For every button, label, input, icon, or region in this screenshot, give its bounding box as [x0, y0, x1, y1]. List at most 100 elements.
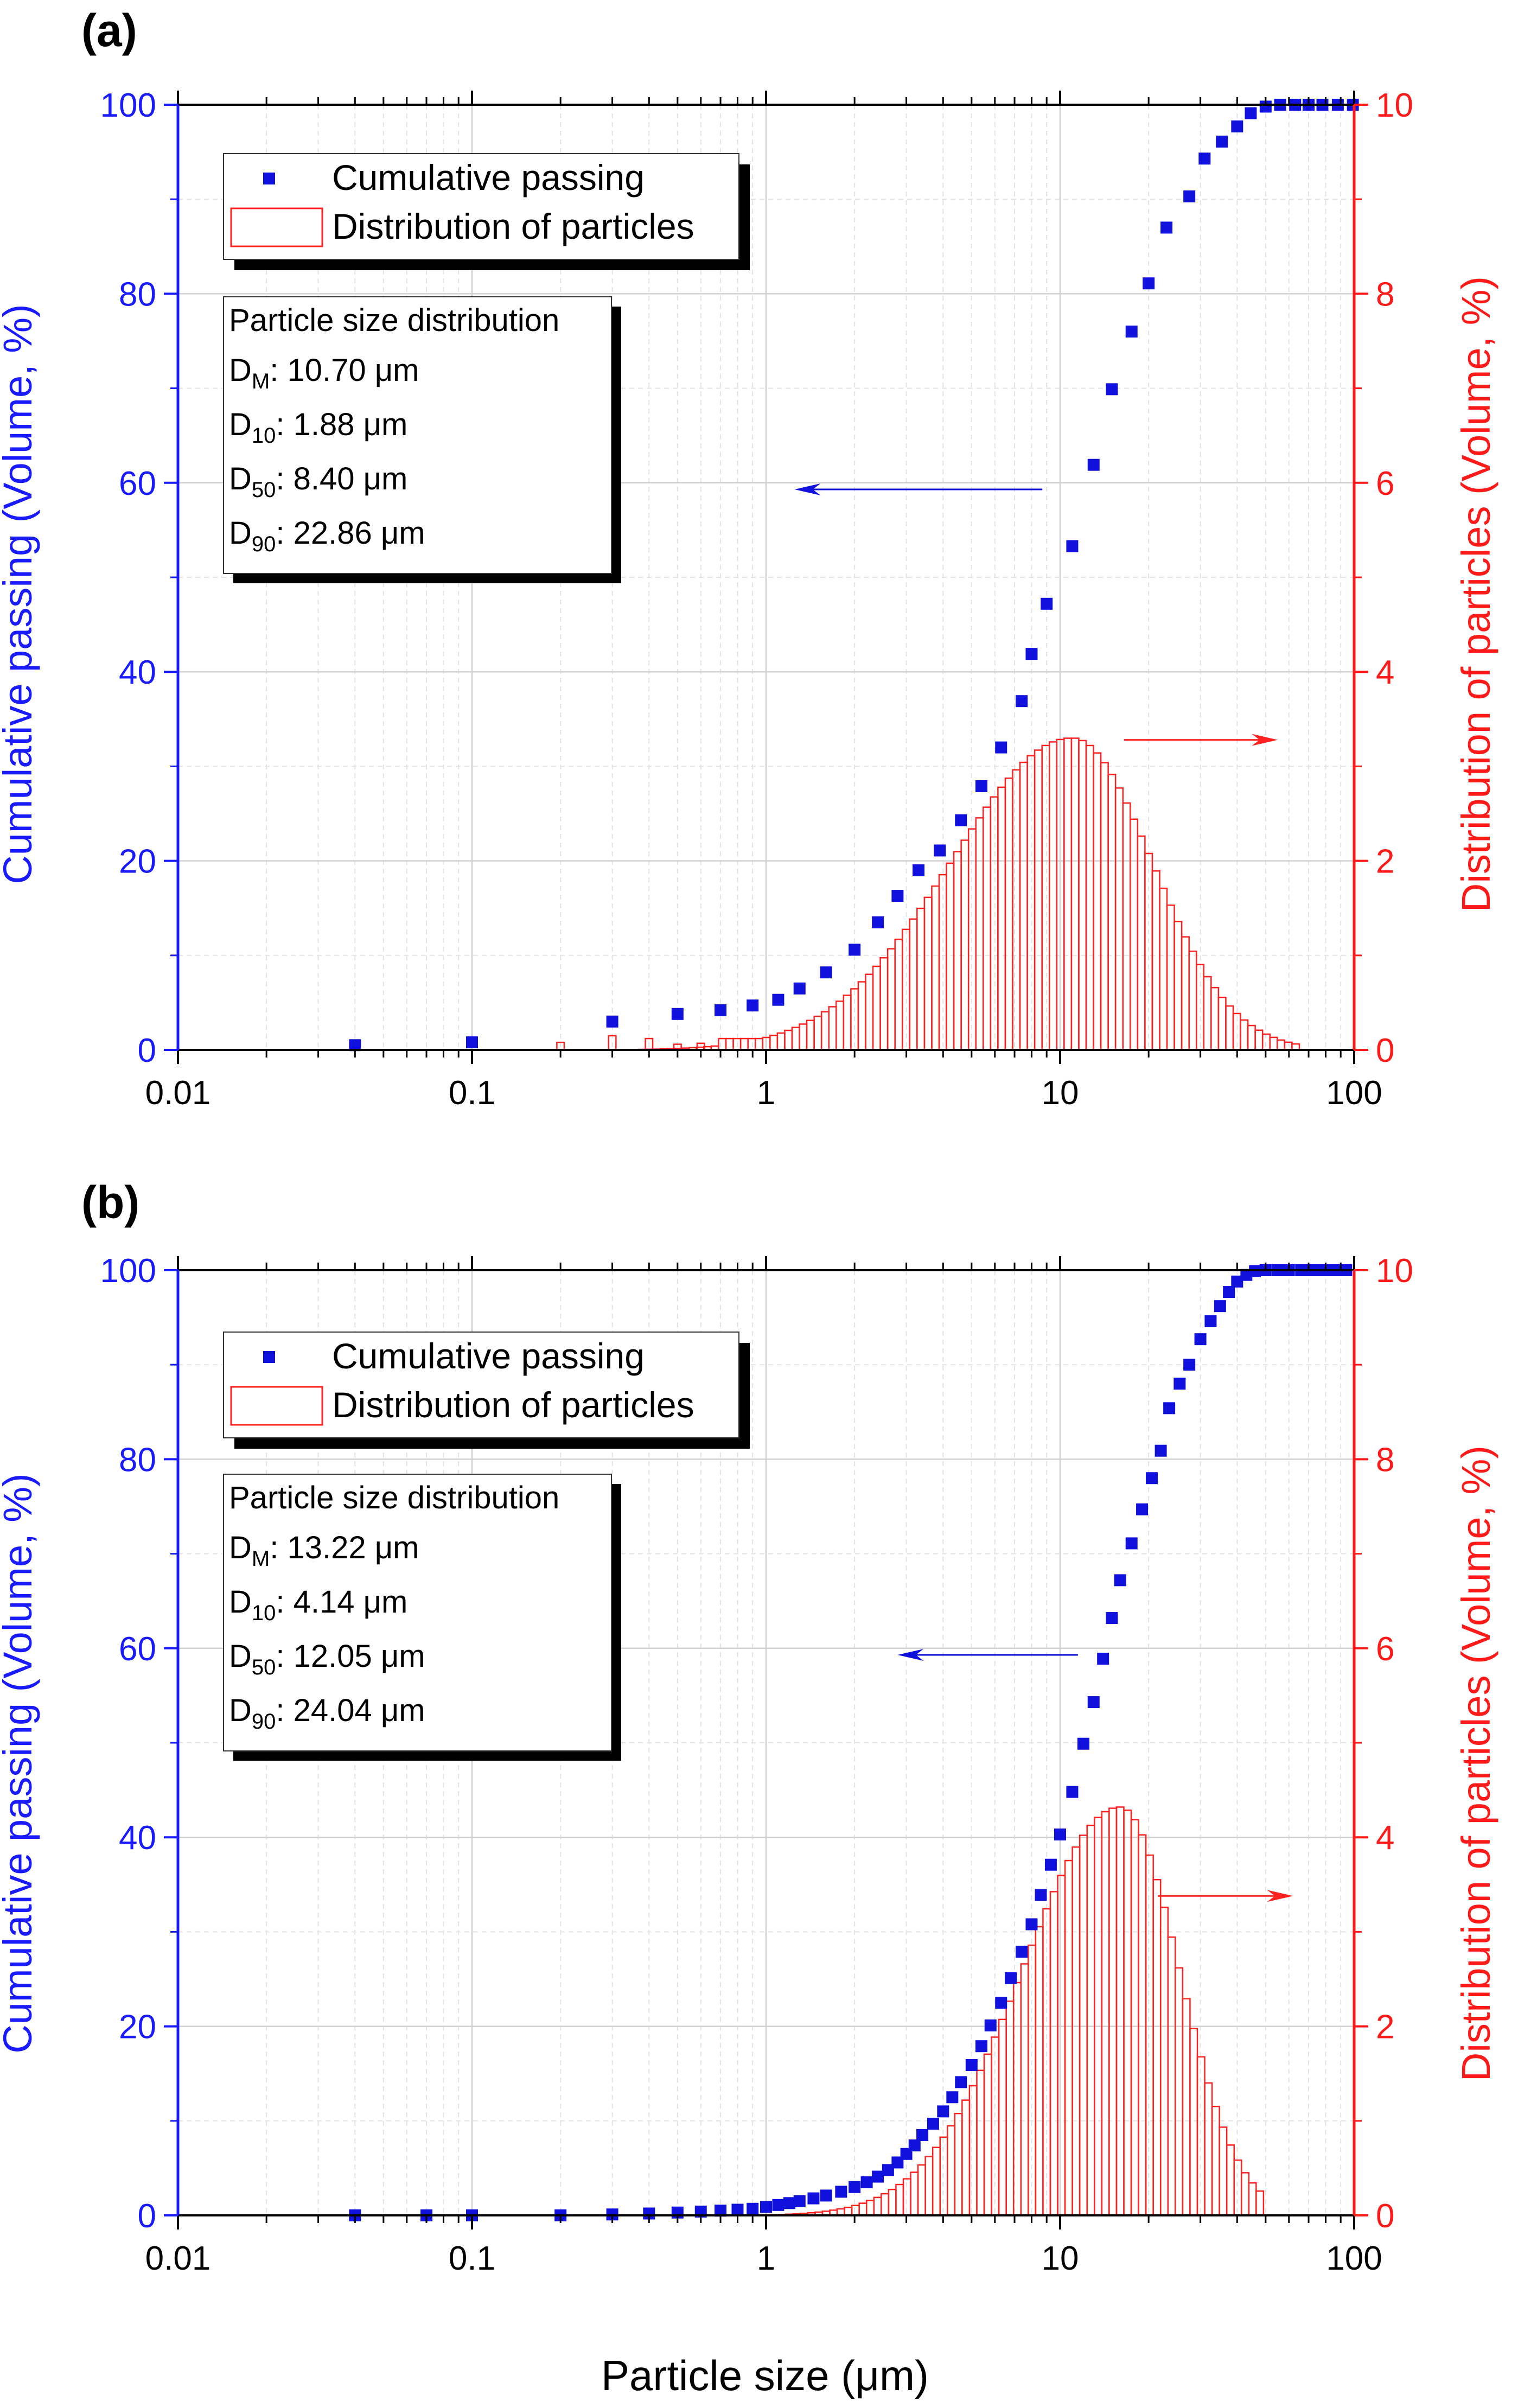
distribution-bar — [1004, 777, 1013, 1051]
distribution-bar — [946, 862, 955, 1051]
cumulative-point — [1145, 1472, 1158, 1485]
distribution-bar — [747, 1037, 756, 1051]
stat-d90: D90: 24.04 μm — [229, 1693, 425, 1734]
cumulative-points — [349, 99, 1359, 1052]
distribution-bar — [1101, 1811, 1110, 2216]
stats-frame — [223, 1474, 612, 1751]
distribution-bar — [983, 806, 992, 1051]
stat-value: : 12.05 μm — [276, 1639, 425, 1674]
y-left-tick-label: 80 — [119, 276, 156, 313]
cumulative-point — [913, 864, 925, 877]
stat-symbol: D — [229, 1639, 252, 1674]
cumulative-point — [1114, 1574, 1126, 1587]
cumulative-point — [984, 2019, 997, 2031]
distribution-bar — [1123, 1810, 1132, 2216]
distribution-bar — [879, 957, 889, 1051]
x-tick-label: 100 — [1326, 1074, 1382, 1112]
y-axis-left-label: Cumulative passing (Volume, %) — [0, 1473, 40, 2053]
cumulative-point — [1214, 1300, 1226, 1313]
cumulative-point — [975, 780, 987, 792]
y-right-tick-label: 0 — [1376, 1032, 1394, 1069]
distribution-bar — [1122, 802, 1131, 1051]
cumulative-point — [1125, 326, 1138, 338]
distribution-bar — [1019, 761, 1028, 1051]
legend-cumulative-label: Cumulative passing — [332, 157, 645, 198]
legend-cumulative-marker — [263, 173, 275, 184]
cumulative-point — [1194, 1333, 1207, 1346]
distribution-bar — [1247, 1024, 1256, 1051]
cumulative-point — [995, 1997, 1007, 2009]
cumulative-point — [715, 1004, 727, 1016]
distribution-bar — [888, 2188, 897, 2216]
distribution-bar — [1114, 787, 1124, 1051]
distribution-bar — [1078, 740, 1087, 1051]
tick-labels: 0.01 0.1 1 10 100 0 20 40 60 80 100 0 2 4 6 8 10 — [100, 1252, 1413, 2277]
y-left-tick-label: 80 — [119, 1441, 156, 1479]
stat-symbol: D — [229, 461, 252, 496]
cumulative-point — [820, 966, 832, 979]
axes — [164, 91, 1368, 1064]
stat-value: : 22.86 μm — [276, 515, 425, 551]
cumulative-point — [955, 2076, 967, 2088]
distribution-bar — [813, 1015, 822, 1051]
distribution-bar — [806, 1020, 815, 1051]
cumulative-point — [349, 1039, 361, 1052]
cumulative-points — [349, 1264, 1353, 2221]
tick-labels: 0.01 0.1 1 10 100 0 20 40 60 80 100 0 2 4 6 8 10 — [100, 87, 1413, 1112]
cumulative-point — [1231, 1275, 1243, 1288]
cumulative-point — [860, 2176, 873, 2189]
stat-symbol: D — [229, 1693, 252, 1728]
cumulative-point — [849, 944, 861, 956]
stat-symbol: D — [229, 1584, 252, 1620]
stat-value: : 13.22 μm — [270, 1530, 419, 1565]
cumulative-point — [1005, 1972, 1017, 1984]
x-tick-label: 1 — [757, 2240, 775, 2277]
cumulative-point — [937, 2105, 949, 2118]
y-right-tick-label: 2 — [1376, 843, 1394, 881]
cumulative-point — [1143, 277, 1155, 290]
distribution-bar — [1026, 755, 1036, 1051]
y-left-tick-label: 40 — [119, 1819, 156, 1857]
stat-subscript: 10 — [252, 1601, 276, 1625]
distribution-bar — [1166, 904, 1175, 1051]
y-right-tick-label: 0 — [1376, 2197, 1394, 2235]
stat-symbol: D — [229, 353, 252, 388]
distribution-bar — [1173, 920, 1183, 1051]
distribution-bar — [954, 2112, 963, 2216]
stat-dm: DM: 13.22 μm — [229, 1530, 419, 1571]
legend-distribution-swatch — [230, 207, 323, 247]
distribution-bar — [1130, 1819, 1139, 2216]
cumulative-point — [772, 993, 784, 1006]
distribution-bar — [924, 2156, 934, 2216]
distribution-bar — [1100, 762, 1109, 1051]
distribution-arrow-head — [1252, 734, 1278, 746]
y-right-tick-label: 4 — [1376, 654, 1394, 691]
distribution-bar — [873, 2196, 882, 2216]
distribution-bar — [1093, 752, 1102, 1051]
distribution-bar — [1284, 1041, 1293, 1051]
cumulative-point — [1066, 540, 1079, 552]
legend: Cumulative passing Distribution of parti… — [223, 1332, 750, 1449]
distribution-bar — [1233, 2159, 1242, 2216]
distribution-bar — [865, 2200, 875, 2216]
arrows — [794, 483, 1278, 746]
distribution-arrow-head — [1267, 1890, 1293, 1902]
cumulative-point — [747, 2202, 759, 2215]
stat-value: : 1.88 μm — [276, 407, 407, 442]
distribution-bar — [732, 1037, 742, 1051]
y-left-tick-label: 0 — [138, 2197, 156, 2235]
distribution-bar — [1277, 1039, 1286, 1051]
cumulative-point — [882, 2164, 894, 2176]
cumulative-point — [955, 814, 967, 826]
cumulative-point — [793, 2195, 806, 2207]
cumulative-point — [1173, 1378, 1186, 1390]
distribution-bar — [1254, 1029, 1264, 1051]
stat-d90: D90: 22.86 μm — [229, 515, 425, 556]
x-tick-label: 100 — [1326, 2240, 1382, 2277]
cumulative-point — [783, 2197, 795, 2209]
stat-symbol: D — [229, 515, 252, 551]
distribution-bar — [1151, 870, 1160, 1051]
y-left-tick-label: 60 — [119, 1630, 156, 1668]
distribution-bar — [910, 2171, 919, 2216]
distribution-bar — [1138, 1834, 1147, 2216]
